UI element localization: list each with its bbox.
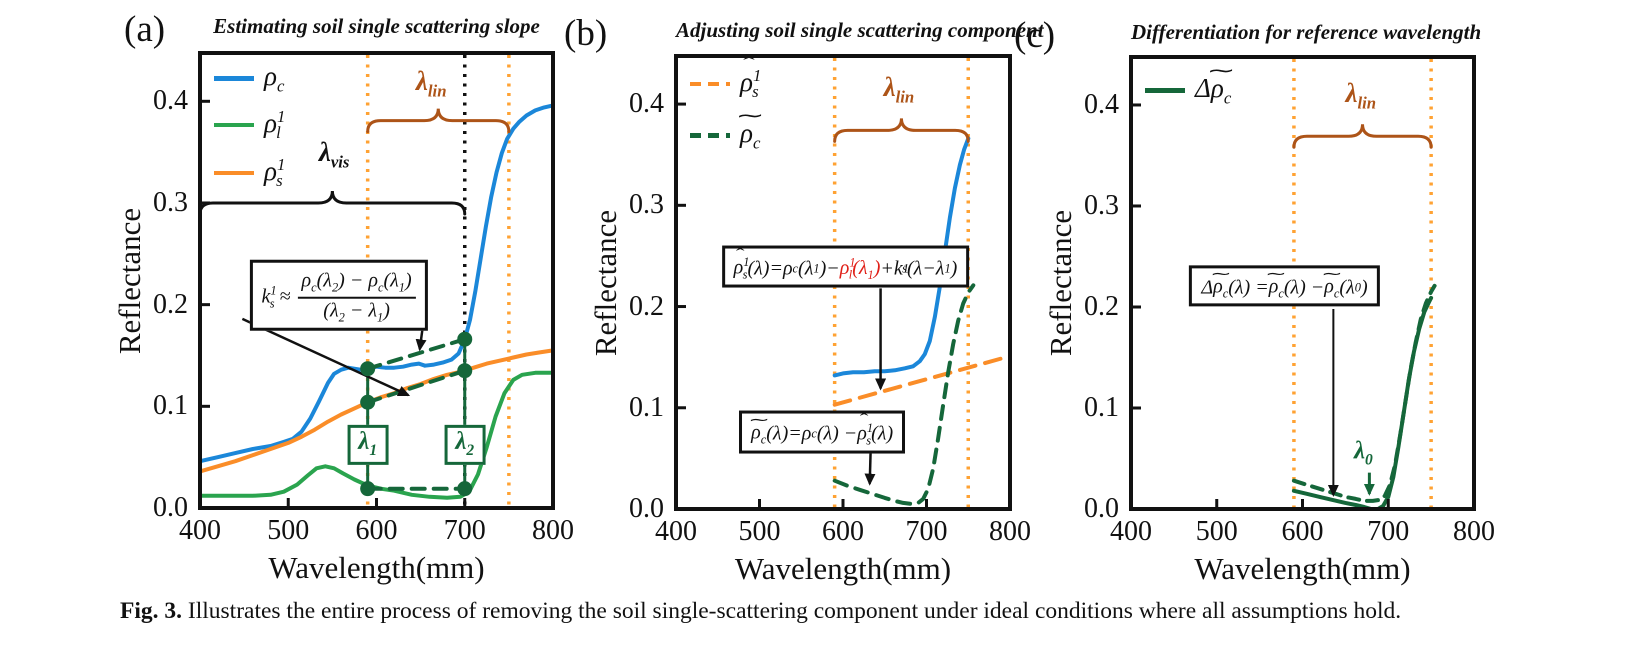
series-rho_s_1-hat bbox=[832, 354, 1012, 407]
soil-estimate-formula-box: ˆ ρ1s (λ)=ρ c (λ 1)− ρ1l(λ1) +k 1 s (λ−λ 1) bbox=[721, 245, 970, 289]
x-tick-label: 500 bbox=[738, 516, 781, 547]
x-tick-label: 700 bbox=[905, 516, 948, 547]
sample-dot bbox=[457, 481, 473, 497]
y-tick-label: 0.1 bbox=[1084, 391, 1119, 423]
legend-item: ρ1s bbox=[214, 155, 286, 191]
panel-letter-a: (a) bbox=[124, 9, 166, 50]
x-axis-label-a: Wavelength(mm) bbox=[268, 550, 485, 585]
y-tick-label: 0.4 bbox=[1084, 88, 1119, 120]
series-rho_l_1 bbox=[198, 370, 555, 500]
y-tick-label: 0.1 bbox=[153, 390, 188, 422]
legend-label: ρc bbox=[264, 61, 285, 96]
lambda-lin-label: λlin bbox=[415, 65, 447, 100]
legend-item: ∼ ρc bbox=[690, 106, 765, 153]
x-tick-label: 800 bbox=[989, 516, 1031, 547]
sample-dot bbox=[360, 481, 376, 497]
range-brace bbox=[198, 190, 467, 216]
sample-dot bbox=[457, 331, 473, 347]
annotation-arrow bbox=[864, 453, 876, 486]
y-tick-label: 0.2 bbox=[153, 288, 188, 320]
legend-item: ρ1l bbox=[214, 107, 286, 143]
y-tick-label: 0.4 bbox=[629, 88, 664, 120]
lambda-lin-label: λlin bbox=[883, 71, 915, 107]
y-tick-label: 0.0 bbox=[153, 492, 188, 523]
legend-swatch bbox=[214, 170, 254, 176]
x-tick-label: 600 bbox=[355, 515, 398, 546]
range-brace bbox=[1292, 124, 1433, 149]
differentiation-formula-box: Δ ∼ ρc (λ) = ∼ ρc (λ) − ∼ ρc (λ 0) bbox=[1189, 265, 1380, 307]
x-axis-label-c: Wavelength(mm) bbox=[1194, 551, 1411, 586]
panel-title-c: Differentiation for reference wavelength bbox=[1131, 20, 1482, 44]
y-tick-label: 0.4 bbox=[153, 85, 188, 117]
figure-caption: Fig. 3. Illustrates the entire process o… bbox=[120, 598, 1401, 625]
panel-title-a: Estimating soil single scattering slope bbox=[213, 14, 540, 38]
legend-item: ρc bbox=[214, 61, 284, 96]
y-axis-label-c: Reflectance bbox=[1043, 209, 1078, 357]
slope-formula-box: k1s ≈ ρc(λ2) − ρc(λ1) (λ2 − λ1) bbox=[249, 260, 428, 331]
series-rho_c bbox=[198, 103, 555, 464]
legend-label: Δ ∼ ρc bbox=[1195, 61, 1236, 108]
sample-dot bbox=[360, 361, 376, 377]
legend-label: ρ1s bbox=[264, 155, 286, 191]
x-tick-label: 700 bbox=[1367, 516, 1410, 547]
caption-text: Illustrates the entire process of removi… bbox=[187, 598, 1402, 624]
range-brace bbox=[366, 108, 511, 134]
y-tick-label: 0.2 bbox=[1084, 290, 1119, 322]
legend-swatch bbox=[690, 81, 730, 87]
x-tick-label: 600 bbox=[1281, 516, 1324, 547]
x-tick-label: 600 bbox=[822, 516, 864, 547]
legend-item: ˆ ρ1s bbox=[690, 54, 762, 102]
lambda-vis-label: λvis bbox=[318, 137, 350, 172]
y-axis-label-b: Reflectance bbox=[588, 209, 623, 356]
range-brace bbox=[833, 118, 970, 143]
y-tick-label: 0.3 bbox=[629, 189, 664, 221]
x-tick-label: 700 bbox=[443, 515, 486, 546]
x-tick-label: 500 bbox=[1195, 516, 1238, 547]
y-tick-label: 0.0 bbox=[1084, 493, 1119, 524]
x-tick-label: 400 bbox=[1110, 516, 1152, 547]
series-rho_c-tilde-reference bbox=[1291, 283, 1437, 503]
series-rho_c bbox=[832, 136, 971, 378]
panel-letter-c: (c) bbox=[1014, 15, 1056, 56]
legend-label: ∼ ρc bbox=[735, 106, 765, 153]
plot-area-b bbox=[674, 54, 1012, 511]
series-delta-rho_c-tilde bbox=[1291, 295, 1434, 511]
panel-letter-b: (b) bbox=[564, 13, 608, 54]
y-axis-label-a: Reflectance bbox=[112, 207, 147, 354]
lambda-marker-box: λ2 bbox=[444, 424, 486, 466]
lambda-0-label: λ0 bbox=[1353, 437, 1373, 469]
legend-swatch bbox=[1145, 88, 1185, 93]
legend-swatch bbox=[690, 133, 730, 138]
x-tick-label: 800 bbox=[1453, 516, 1495, 547]
adjusted-canopy-formula-box: ∼ ρc (λ)=ρ c (λ) − ˆ ρ1s (λ) bbox=[739, 410, 906, 454]
x-tick-label: 400 bbox=[179, 515, 221, 546]
sample-dot bbox=[457, 363, 473, 379]
x-axis-label-b: Wavelength(mm) bbox=[734, 551, 952, 586]
legend-label: ˆ ρ1s bbox=[740, 54, 762, 102]
series-slope-line-upper bbox=[365, 337, 467, 371]
panel-title-b: Adjusting soil single scattering compone… bbox=[676, 18, 1044, 42]
legend-label: ρ1l bbox=[264, 107, 286, 143]
lambda-lin-label: λlin bbox=[1345, 77, 1377, 113]
sample-dot bbox=[360, 394, 376, 410]
lambda-marker-box: λ1 bbox=[347, 424, 389, 466]
x-tick-label: 800 bbox=[532, 515, 574, 546]
y-tick-label: 0.3 bbox=[153, 186, 188, 218]
legend-swatch bbox=[214, 122, 254, 128]
plot-area-c bbox=[1129, 55, 1476, 511]
y-tick-label: 0.1 bbox=[629, 391, 664, 423]
x-tick-label: 500 bbox=[267, 515, 310, 546]
y-tick-label: 0.3 bbox=[1084, 189, 1119, 221]
y-tick-label: 0.2 bbox=[629, 290, 664, 322]
y-tick-label: 0.0 bbox=[629, 493, 664, 524]
x-tick-label: 400 bbox=[655, 516, 697, 547]
series-slope-line-mid bbox=[365, 368, 467, 405]
caption-label: Fig. 3. bbox=[120, 598, 183, 624]
series-rho_c-tilde bbox=[832, 283, 976, 506]
legend-swatch bbox=[214, 76, 254, 81]
legend-item: Δ ∼ ρc bbox=[1145, 61, 1236, 108]
annotation-arrow bbox=[241, 317, 411, 397]
